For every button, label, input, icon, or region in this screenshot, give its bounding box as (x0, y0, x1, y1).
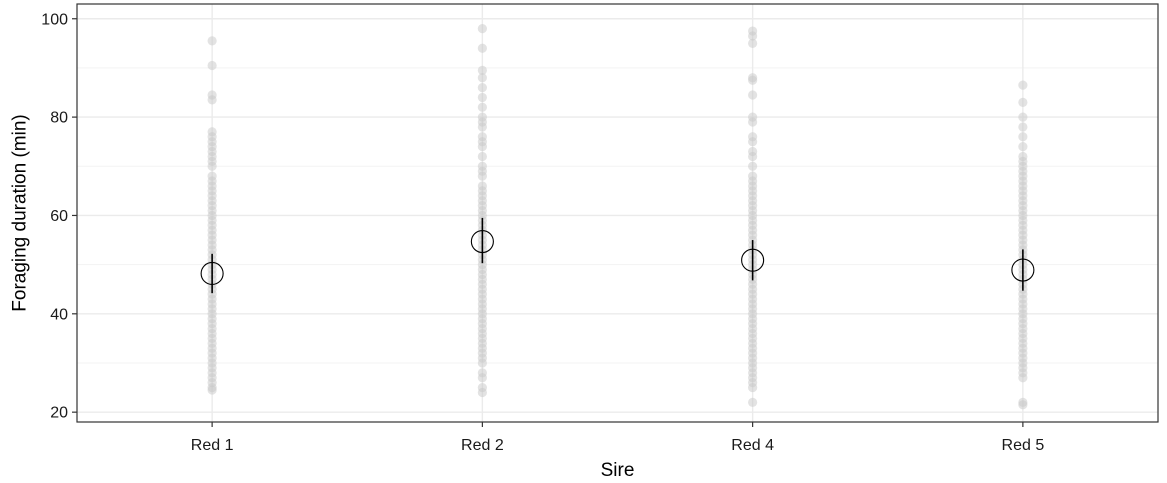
raw-data-point (207, 95, 217, 105)
raw-data-point (748, 38, 758, 48)
mean-point (470, 229, 494, 254)
raw-data-point (477, 83, 487, 93)
raw-data-point (1018, 80, 1028, 90)
x-axis-ticks: Red 1 Red 2 Red 4 Red 5 (191, 422, 1045, 454)
panel-border (76, 3, 1159, 423)
raw-data-point (1018, 373, 1028, 383)
raw-data-point (477, 373, 487, 383)
y-tick-label: 100 (41, 11, 68, 28)
raw-data-point (477, 43, 487, 53)
grid-layer (77, 4, 1158, 422)
raw-data-point (477, 358, 487, 368)
mean-point (200, 261, 224, 286)
raw-data-point (1018, 112, 1028, 122)
x-tick-label: Red 1 (191, 437, 234, 454)
raw-data-point (1018, 97, 1028, 107)
raw-data-point (207, 36, 217, 46)
y-tick-label: 20 (50, 405, 68, 422)
raw-data-point (477, 151, 487, 162)
raw-data-point (207, 60, 217, 71)
raw-data-point (477, 65, 487, 75)
raw-data-point (477, 73, 487, 83)
raw-data-point (748, 151, 758, 162)
raw-data-point (748, 31, 758, 41)
raw-data-point (1018, 400, 1028, 410)
raw-data-point (748, 90, 758, 100)
panel-background (77, 4, 1158, 422)
raw-data-point (477, 387, 487, 398)
raw-data-point (1018, 122, 1028, 132)
y-tick-label: 40 (50, 306, 68, 323)
x-tick-label: Red 5 (1002, 437, 1045, 454)
mean-point (1011, 258, 1035, 282)
y-tick-label: 80 (50, 110, 68, 127)
raw-data-point (207, 161, 217, 171)
raw-data-point (748, 382, 758, 393)
x-tick-label: Red 4 (731, 437, 774, 454)
raw-data-point (477, 92, 487, 103)
raw-data-point (1018, 142, 1028, 152)
raw-data-point (748, 75, 758, 85)
x-axis-title: Sire (601, 460, 635, 481)
y-axis-title: Foraging duration (min) (10, 114, 31, 311)
raw-data-point (748, 117, 758, 127)
y-tick-label: 60 (50, 208, 68, 225)
summary-layer (200, 217, 1035, 294)
raw-data-point (477, 142, 487, 152)
raw-data-point (477, 23, 487, 34)
raw-data-point (748, 161, 758, 171)
raw-data-point (477, 102, 487, 112)
raw-data-point (477, 171, 487, 181)
raw-data-point (748, 397, 758, 407)
x-tick-label: Red 2 (461, 437, 504, 454)
y-axis-ticks: 20 40 60 80 100 (41, 11, 77, 422)
raw-data-point (477, 122, 487, 132)
raw-data-point (748, 137, 758, 147)
mean-point (741, 248, 765, 272)
raw-data-point (1018, 132, 1028, 142)
raw-data-point (207, 385, 217, 395)
